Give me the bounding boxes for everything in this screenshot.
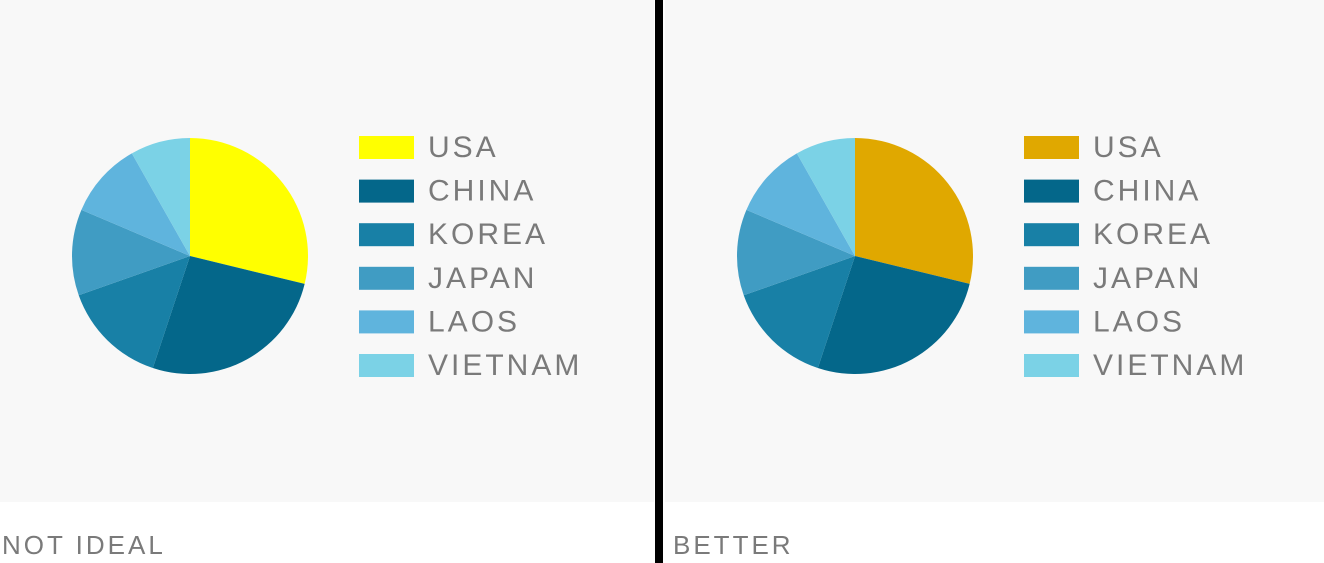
legend-label-usa: USA	[1093, 131, 1164, 164]
pie-slice-korea	[743, 256, 855, 368]
pie-slice-laos	[746, 153, 855, 256]
pie-slice-japan	[72, 209, 190, 296]
legend-swatch-vietnam	[359, 354, 414, 377]
pie-slice-laos	[81, 153, 190, 256]
pie-slice-vietnam	[131, 138, 190, 256]
legend-label-vietnam: VIETNAM	[1093, 349, 1247, 382]
chart-panel-not-ideal: USA CHINA KOREA JAPAN LAOS VIETNAM NOT IDEAL	[0, 0, 654, 563]
legend-swatch-korea	[1024, 223, 1079, 247]
legend-label-laos: LAOS	[428, 305, 520, 338]
pie-slice-usa	[190, 138, 308, 284]
legend-swatch-laos	[1024, 310, 1079, 334]
legend-swatch-korea	[359, 223, 414, 247]
legend-label-usa: USA	[428, 131, 499, 164]
pie-chart-better: USA CHINA KOREA JAPAN LAOS VIETNAM	[737, 131, 1247, 382]
legend-swatch-japan	[359, 266, 414, 290]
legend-swatch-usa	[1024, 136, 1079, 159]
legend-label-vietnam: VIETNAM	[428, 349, 582, 382]
legend-swatch-usa	[359, 136, 414, 159]
pie-slice-china	[152, 256, 305, 374]
legend-swatch-vietnam	[1024, 354, 1079, 377]
caption-not-ideal: NOT IDEAL	[2, 530, 166, 560]
legend-label-laos: LAOS	[1093, 305, 1185, 338]
legend-label-china: CHINA	[428, 175, 536, 208]
legend-swatch-japan	[1024, 266, 1079, 290]
legend-label-china: CHINA	[1093, 175, 1201, 208]
legend-swatch-china	[1024, 179, 1079, 203]
panel-divider	[655, 0, 663, 563]
pie-slice-vietnam	[796, 138, 855, 256]
pie-slice-usa	[855, 138, 973, 284]
legend-label-korea: KOREA	[428, 218, 548, 251]
legend-label-korea: KOREA	[1093, 218, 1213, 251]
pie-slice-japan	[737, 209, 855, 296]
caption-better: BETTER	[673, 530, 794, 560]
legend-swatch-laos	[359, 310, 414, 334]
legend-label-japan: JAPAN	[428, 262, 537, 295]
pie-slice-korea	[78, 256, 190, 368]
pie-slice-china	[817, 256, 970, 374]
chart-panel-better: USA CHINA KOREA JAPAN LAOS VIETNAM BETTER	[665, 0, 1324, 563]
pie-chart-not-ideal: USA CHINA KOREA JAPAN LAOS VIETNAM	[72, 131, 582, 382]
legend-swatch-china	[359, 179, 414, 203]
legend-label-japan: JAPAN	[1093, 262, 1202, 295]
